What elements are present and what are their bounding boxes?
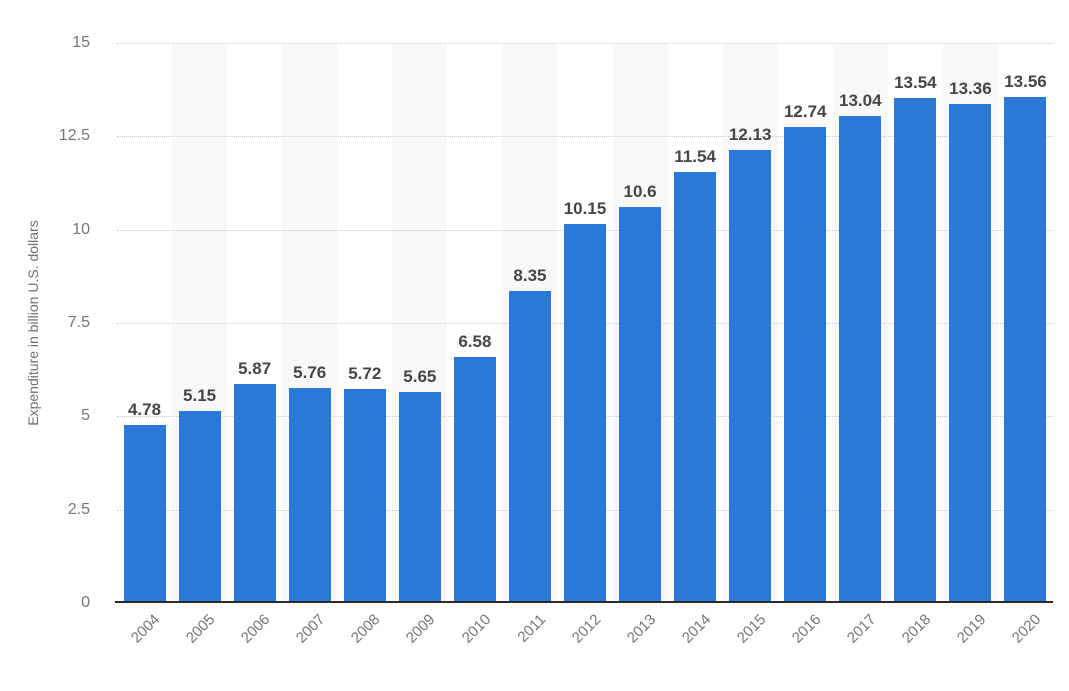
bar-value-label: 5.65 — [403, 367, 437, 387]
bar-2007[interactable] — [288, 387, 331, 602]
bar-2019[interactable] — [949, 104, 992, 602]
bar-value-label: 12.74 — [783, 102, 827, 122]
bar-value-label: 10.15 — [563, 199, 607, 219]
y-tick-label: 10 — [72, 220, 90, 238]
bar-2015[interactable] — [729, 150, 772, 602]
x-tick-label: 2011 — [514, 611, 549, 646]
bar-value-label: 5.72 — [348, 364, 382, 384]
bar-2017[interactable] — [839, 116, 882, 602]
y-tick-label: 0 — [81, 594, 90, 611]
bar-value-label: 13.56 — [1004, 71, 1047, 91]
x-tick-label: 2010 — [458, 611, 494, 647]
y-tick-label: 2.5 — [67, 500, 90, 518]
x-tick-label: 2017 — [843, 611, 880, 647]
bar-value-label: 13.04 — [839, 91, 882, 111]
y-tick-label: 12.5 — [58, 127, 90, 145]
bar-value-label: 6.58 — [458, 332, 492, 352]
x-tick-label: 2020 — [1008, 611, 1045, 647]
bar-value-label: 5.87 — [238, 358, 272, 378]
bar-2011[interactable] — [508, 291, 551, 602]
bar-2012[interactable] — [564, 224, 606, 602]
bar-value-label: 5.76 — [293, 362, 327, 382]
bar-value-label: 13.36 — [949, 79, 992, 99]
x-tick-label: 2012 — [568, 611, 605, 647]
x-axis-line — [115, 601, 1053, 603]
bar-value-label: 5.15 — [183, 385, 217, 405]
gridline — [117, 43, 1053, 44]
x-tick-label: 2004 — [127, 611, 164, 647]
bar-2016[interactable] — [784, 127, 827, 602]
x-tick-label: 2005 — [182, 611, 219, 647]
bar-value-label: 12.13 — [728, 125, 772, 145]
bar-2014[interactable] — [674, 172, 717, 602]
y-tick-label: 7.5 — [67, 314, 90, 331]
bar-2005[interactable] — [178, 410, 221, 602]
bar-2010[interactable] — [453, 357, 496, 602]
bar-value-label: 10.6 — [623, 182, 657, 202]
bar-2006[interactable] — [233, 383, 276, 602]
x-tick-label: 2008 — [348, 611, 384, 647]
x-tick-label: 2007 — [293, 611, 329, 647]
bar-2008[interactable] — [343, 389, 386, 602]
bar-value-label: 8.35 — [513, 266, 547, 286]
bar-2013[interactable] — [619, 207, 662, 602]
x-tick-label: 2006 — [238, 611, 274, 647]
bar-value-label: 11.54 — [674, 147, 716, 167]
gridline — [117, 136, 1053, 138]
x-tick-label: 2009 — [403, 611, 439, 647]
bar-2009[interactable] — [398, 392, 441, 602]
bar-2018[interactable] — [894, 97, 937, 602]
bar-2020[interactable] — [1004, 96, 1047, 602]
x-tick-label: 2016 — [788, 611, 825, 647]
bar-value-label: 4.78 — [127, 399, 162, 419]
y-axis-title: Expenditure in billion U.S. dollars — [25, 220, 41, 426]
bar-value-label: 13.54 — [894, 72, 937, 92]
y-tick-label: 15 — [72, 34, 90, 51]
y-tick-label: 5 — [81, 407, 90, 425]
x-tick-label: 2019 — [953, 611, 990, 647]
x-tick-label: 2014 — [678, 611, 715, 647]
x-tick-label: 2018 — [898, 611, 935, 647]
bar-2004[interactable] — [123, 424, 166, 602]
x-tick-label: 2013 — [623, 611, 660, 647]
x-tick-label: 2015 — [733, 611, 770, 647]
